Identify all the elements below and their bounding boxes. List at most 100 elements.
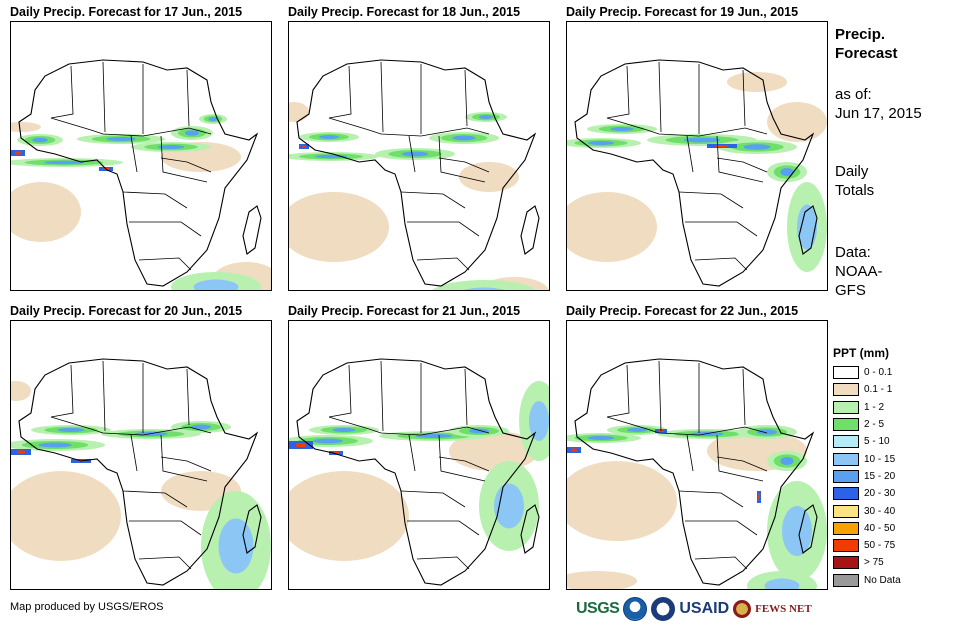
country-border — [328, 364, 352, 418]
country-border — [407, 520, 480, 536]
legend-item: 0 - 0.1 — [833, 364, 963, 381]
extreme-rain-cell — [333, 452, 339, 454]
totals-block: Daily Totals — [835, 162, 874, 200]
legend-title: PPT (mm) — [833, 346, 890, 360]
precip-map[interactable] — [566, 320, 828, 590]
light-precip-area — [567, 192, 657, 262]
side-info: Precip. Forecast — [835, 25, 898, 63]
light-precip-area — [567, 571, 637, 589]
rain-area — [432, 280, 536, 290]
country-border — [122, 191, 188, 209]
country-border — [606, 117, 768, 137]
data-source-label: Data: — [835, 244, 871, 261]
light-precip-area — [767, 102, 827, 142]
legend-item: 10 - 15 — [833, 450, 963, 467]
rain-band-heavy — [610, 127, 634, 131]
rain-band-heavy — [587, 141, 615, 145]
legend-item: 1 - 2 — [833, 399, 963, 416]
rain-band-heavy — [332, 428, 356, 432]
country-border — [380, 61, 384, 133]
extreme-rain-cell — [758, 494, 760, 500]
africa-coastline — [574, 358, 815, 586]
legend-label: 40 - 50 — [864, 522, 896, 534]
legend-swatch — [833, 383, 859, 397]
country-border — [685, 520, 758, 536]
rain-band-heavy — [452, 135, 476, 141]
rain-core — [494, 483, 524, 529]
legend-swatch — [833, 539, 859, 553]
country-border — [138, 556, 192, 570]
rain-band-heavy — [683, 137, 721, 143]
madagascar-outline — [798, 504, 818, 554]
country-border — [464, 69, 468, 127]
legend-label: 50 - 75 — [864, 540, 896, 552]
totals-line1: Daily — [835, 163, 869, 180]
panel-title: Daily Precip. Forecast for 18 Jun., 2015 — [288, 5, 521, 19]
rain-core — [782, 506, 812, 556]
africa-precip-map — [11, 22, 271, 290]
country-border — [716, 157, 768, 173]
rain-core — [797, 204, 817, 250]
rain-band-heavy — [32, 137, 48, 143]
legend-item: > 75 — [833, 554, 963, 571]
africa-precip-map — [289, 321, 549, 589]
light-precip-area — [11, 381, 31, 401]
ppt-legend: PPT (mm) 0 - 0.1 0.1 - 1 1 - 2 2 - 5 5 - 10 1… — [833, 346, 963, 589]
rain-band-heavy — [44, 160, 84, 165]
country-border — [380, 360, 384, 432]
legend-label: 1 - 2 — [864, 401, 885, 413]
rain-core — [193, 279, 239, 290]
country-border — [678, 191, 744, 209]
country-border — [122, 490, 188, 508]
country-border — [160, 135, 208, 183]
legend-rows: 0 - 0.1 0.1 - 1 1 - 2 2 - 5 5 - 10 10 - 15 15 … — [833, 364, 963, 589]
light-precip-area — [727, 72, 787, 92]
africa-coastline — [18, 59, 259, 287]
totals-line2: Totals — [835, 182, 875, 199]
light-precip-area — [459, 162, 519, 192]
country-border — [716, 434, 764, 482]
country-border — [328, 117, 490, 137]
country-border — [160, 434, 208, 482]
side-title-line1: Precip. — [835, 26, 886, 43]
forecast-panel: Daily Precip. Forecast for 18 Jun., 2015 — [288, 5, 550, 292]
usaid-logo: USAID — [679, 600, 730, 617]
rain-core — [218, 518, 254, 574]
country-border — [186, 368, 190, 426]
legend-item: 0.1 - 1 — [833, 381, 963, 398]
country-border — [129, 520, 202, 536]
madagascar-outline — [798, 205, 818, 255]
precip-map[interactable] — [566, 21, 828, 291]
panel-title: Daily Precip. Forecast for 21 Jun., 2015 — [288, 304, 521, 318]
rain-band-heavy — [185, 130, 199, 136]
data-source-line3: GFS — [835, 282, 866, 299]
agency-logos: USGS USAID FEWS NET — [576, 596, 812, 622]
usgs-logo: USGS — [576, 600, 620, 617]
country-border — [416, 257, 470, 271]
light-precip-area — [567, 461, 677, 541]
country-border — [716, 135, 764, 183]
legend-label: 10 - 15 — [864, 453, 896, 465]
panel-title: Daily Precip. Forecast for 17 Jun., 2015 — [10, 5, 243, 19]
country-border — [686, 434, 694, 472]
precip-map[interactable] — [288, 21, 550, 291]
country-border — [328, 65, 352, 119]
legend-label: No Data — [864, 574, 901, 586]
legend-label: 20 - 30 — [864, 488, 896, 500]
rain-band-heavy — [415, 434, 453, 438]
country-border — [129, 221, 202, 237]
country-border — [130, 434, 138, 472]
country-border — [606, 364, 630, 418]
as-of-label: as of: — [835, 86, 872, 103]
country-border — [130, 135, 138, 173]
country-border — [606, 416, 768, 436]
precip-map[interactable] — [10, 21, 272, 291]
country-border — [658, 61, 662, 133]
rain-band-heavy — [469, 428, 489, 434]
africa-precip-map — [289, 22, 549, 290]
precip-map[interactable] — [10, 320, 272, 590]
precip-map[interactable] — [288, 320, 550, 590]
rain-band-heavy — [106, 137, 136, 141]
country-border — [408, 434, 416, 472]
rain-band-heavy — [757, 429, 777, 435]
